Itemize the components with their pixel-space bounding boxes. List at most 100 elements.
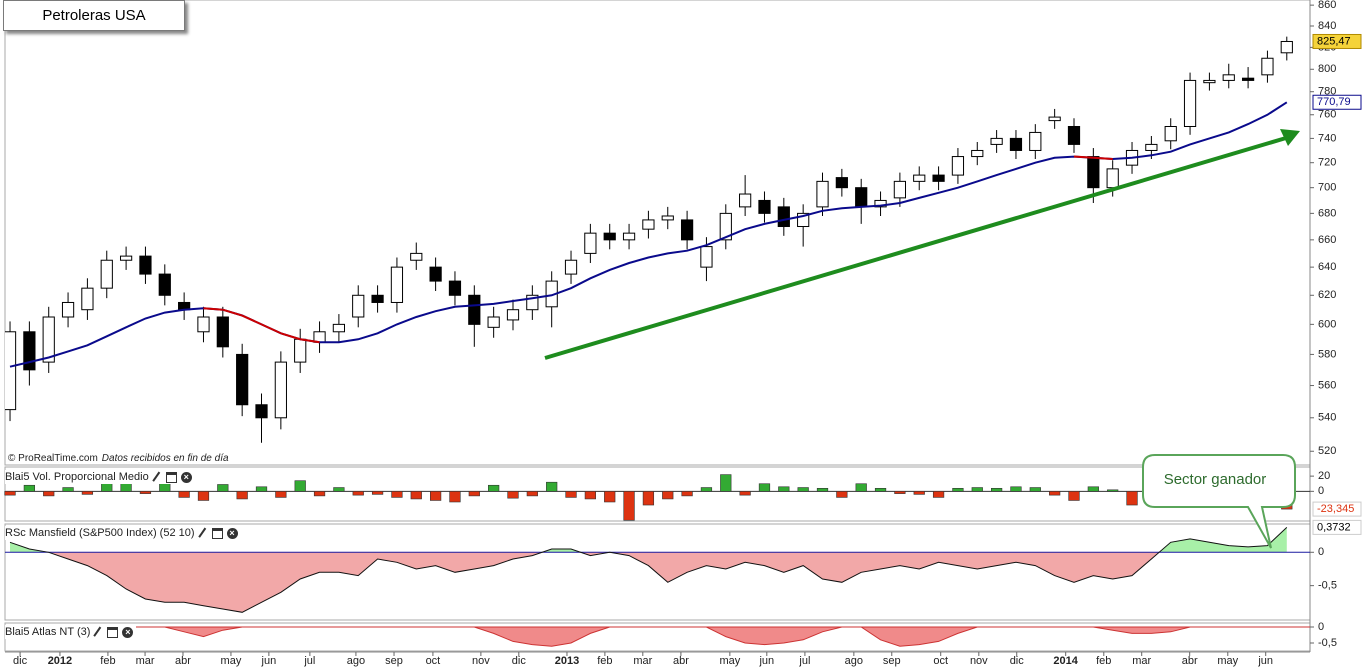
- x-tick-label: ago: [845, 655, 863, 667]
- candle-body: [1145, 143, 1158, 151]
- moving-average-falling: [300, 338, 320, 344]
- y-tick-label: 600: [1318, 318, 1336, 330]
- x-tick-label: may: [1217, 655, 1238, 667]
- bar: [681, 491, 693, 497]
- bar: [294, 480, 306, 492]
- candle-body: [42, 316, 55, 363]
- bar: [990, 487, 1003, 492]
- bar: [468, 491, 480, 497]
- candle-body: [1222, 74, 1235, 81]
- bar: [797, 487, 809, 492]
- candle-body: [100, 259, 113, 289]
- candle-body: [294, 338, 307, 363]
- indicator-line: [9, 527, 1288, 613]
- candle-body: [236, 353, 249, 406]
- x-tick-label: mar: [633, 655, 652, 667]
- window-icon[interactable]: [165, 471, 177, 483]
- bar: [526, 491, 538, 497]
- bar: [758, 483, 771, 492]
- candle-body: [874, 199, 887, 208]
- candle-body: [1183, 79, 1197, 127]
- bar: [178, 491, 190, 498]
- y-tick-label: 580: [1318, 348, 1336, 360]
- bar: [449, 491, 461, 503]
- x-tick-label: mar: [136, 655, 155, 667]
- y-tick-label: 680: [1318, 207, 1336, 219]
- candle-body: [758, 199, 771, 214]
- close-icon[interactable]: ×: [226, 527, 238, 539]
- settings-icon[interactable]: [197, 527, 209, 539]
- y-tick-label: 520: [1318, 445, 1336, 457]
- credit: © ProRealTime.com Datos recibidos en fin …: [8, 453, 229, 464]
- y-tick-label: 0: [1318, 546, 1324, 558]
- candle-body: [700, 246, 713, 268]
- y-tick-label: 0: [1318, 621, 1324, 633]
- candle-body: [1067, 125, 1081, 145]
- y-tick-label: 540: [1318, 412, 1336, 424]
- bar: [159, 483, 171, 492]
- candle-body: [680, 219, 694, 241]
- main-panel: [4, 0, 1311, 466]
- chart-title: Petroleras USA: [3, 0, 185, 31]
- bar: [139, 491, 152, 494]
- moving-average-falling: [241, 314, 262, 326]
- candle-body: [274, 361, 287, 419]
- x-tick-label: dic: [13, 655, 28, 667]
- y-tick-label: 640: [1318, 261, 1336, 273]
- candle-body: [855, 187, 868, 208]
- moving-average-falling: [1073, 155, 1094, 159]
- y-tick-label: 780: [1318, 86, 1336, 98]
- candle-body: [526, 294, 539, 311]
- candle-body: [932, 174, 945, 182]
- candle-body: [719, 212, 732, 241]
- candle-body: [81, 287, 94, 311]
- x-tick-label: jun: [1257, 655, 1273, 667]
- candle-body: [1009, 137, 1023, 151]
- bar: [584, 491, 596, 500]
- candle-body: [1241, 77, 1255, 81]
- candle-body: [603, 232, 616, 241]
- close-icon[interactable]: ×: [122, 626, 134, 638]
- candle-body: [216, 316, 229, 348]
- bar: [371, 491, 384, 495]
- window-icon[interactable]: [107, 626, 119, 638]
- bar: [700, 487, 713, 492]
- value-tag: [1312, 519, 1362, 535]
- bar: [546, 481, 558, 492]
- y-tick-label: 620: [1318, 289, 1336, 301]
- bar: [488, 484, 500, 492]
- x-tick-label: feb: [597, 655, 612, 667]
- close-icon[interactable]: ×: [180, 471, 192, 483]
- bar: [913, 491, 925, 495]
- value-tag-label: 770,79: [1317, 96, 1351, 108]
- volume-panel: [4, 466, 1311, 522]
- bar: [778, 486, 790, 492]
- settings-icon[interactable]: [93, 626, 105, 638]
- x-tick-label: 2014: [1053, 655, 1078, 667]
- panel-header: Blai5 Atlas NT (3) ×: [5, 625, 137, 639]
- y-tick-label: 860: [1318, 0, 1336, 11]
- bar: [391, 491, 403, 498]
- bar: [1126, 491, 1138, 506]
- x-tick-label: may: [719, 655, 740, 667]
- candle-body: [951, 156, 965, 176]
- candle-body: [487, 316, 500, 328]
- candle-body: [158, 273, 171, 296]
- window-icon[interactable]: [211, 527, 223, 539]
- value-tag-label: 825,47: [1317, 35, 1351, 47]
- candle-body: [642, 219, 655, 230]
- candle-body: [410, 252, 423, 261]
- bar: [1087, 486, 1099, 492]
- x-tick-label: jul: [798, 655, 810, 667]
- y-tick-label: 720: [1318, 157, 1336, 169]
- candle-body: [448, 280, 462, 296]
- settings-icon[interactable]: [152, 471, 163, 483]
- indicator-line: [10, 626, 1287, 647]
- candle-body: [429, 266, 442, 282]
- candle-body: [23, 331, 36, 371]
- candle-body: [1106, 168, 1119, 189]
- candle-body: [119, 255, 133, 261]
